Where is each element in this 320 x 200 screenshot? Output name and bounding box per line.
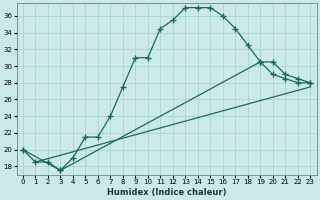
X-axis label: Humidex (Indice chaleur): Humidex (Indice chaleur) xyxy=(107,188,226,197)
